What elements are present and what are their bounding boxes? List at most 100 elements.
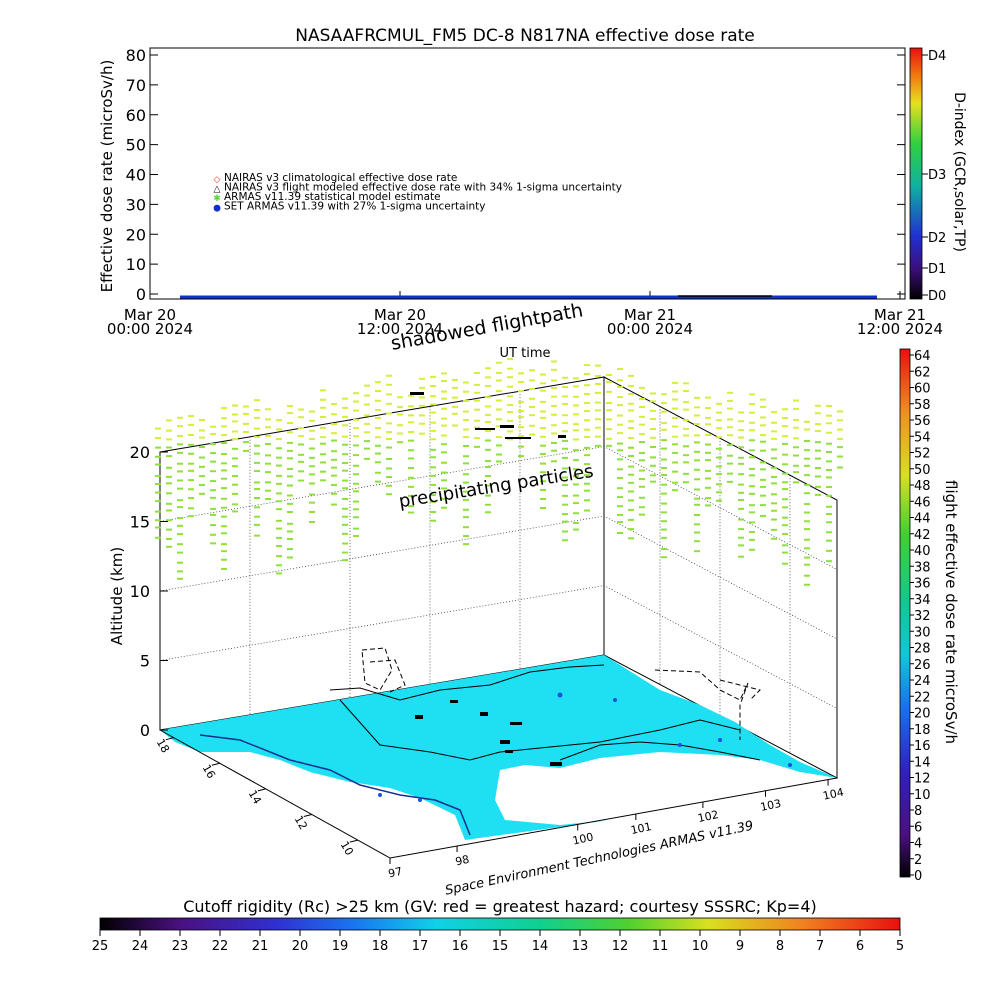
legend-text: NAIRAS v3 flight modeled effective dose … xyxy=(224,182,622,194)
cyan-region xyxy=(160,655,837,840)
longitude-tick-label: 100 xyxy=(571,830,594,847)
dose-rate-tick-label: 20 xyxy=(914,707,931,722)
cutoff-rigidity-tick-label: 14 xyxy=(532,939,549,954)
latitude-tick xyxy=(257,788,266,792)
cutoff-rigidity-tick-label: 11 xyxy=(652,939,669,954)
legend-symbol: ◇ xyxy=(214,175,221,185)
top-x-tick-label-date: Mar 21 xyxy=(624,306,676,324)
dose-rate-tick-label: 24 xyxy=(914,674,931,689)
cutoff-rigidity-tick-label: 20 xyxy=(292,939,309,954)
dose-rate-tick-label: 26 xyxy=(914,658,931,673)
cutoff-rigidity-tick-label: 13 xyxy=(572,939,589,954)
altitude-tick-label: 20 xyxy=(130,443,150,462)
dose-rate-tick-label: 4 xyxy=(914,837,922,852)
dose-rate-tick-label: 14 xyxy=(914,755,931,770)
top-y-axis-label: Effective dose rate (microSv/h) xyxy=(98,60,116,293)
cutoff-rigidity-tick-label: 15 xyxy=(492,939,509,954)
cutoff-rigidity-colorbar xyxy=(99,917,901,931)
grid-altitude-line xyxy=(159,515,838,640)
dindex-ticks: D4 D3 D2 D1 D0 xyxy=(922,49,946,304)
cutoff-rigidity-tick-label: 8 xyxy=(776,939,784,954)
cutoff-rigidity-title: Cutoff rigidity (Rc) >25 km (GV: red = g… xyxy=(183,897,817,916)
cutoff-rigidity-tick-label: 6 xyxy=(856,939,864,954)
altitude-tick-label: 0 xyxy=(140,721,150,740)
cutoff-rigidity-tick-label: 7 xyxy=(816,939,824,954)
dose-rate-tick-label: 22 xyxy=(914,690,931,705)
dose-rate-tick-label: 2 xyxy=(914,853,922,868)
top-series xyxy=(180,295,877,299)
dose-rate-tick-label: 16 xyxy=(914,739,931,754)
grid-altitude-line xyxy=(159,446,838,570)
flightpath-shadow xyxy=(361,647,761,740)
latitude-tick xyxy=(165,737,174,741)
dindex-tick-label: D3 xyxy=(928,168,946,183)
cutoff-rigidity-ticks: 25 24 23 22 21 20 19 18 17 16 15 14 13 12 11 10 9 8 7 6 5 xyxy=(92,930,904,954)
grid-3d xyxy=(159,376,838,754)
altitude-tick-label: 5 xyxy=(140,652,150,671)
dose-rate-tick-label: 52 xyxy=(914,447,931,462)
particle-field xyxy=(155,357,843,586)
top-x-tick-label-date: Mar 20 xyxy=(374,306,426,324)
latitude-tick-label: 16 xyxy=(200,762,218,781)
coastline xyxy=(199,734,471,836)
cutoff-rigidity-tick-label: 16 xyxy=(452,939,469,954)
cutoff-rigidity-tick-label: 25 xyxy=(92,939,109,954)
longitude-tick-label: 103 xyxy=(759,797,782,814)
dose-rate-tick-label: 46 xyxy=(914,495,931,510)
dose-rate-colorbar-ticks: 6462605856545250484644424038363432302826… xyxy=(910,349,931,884)
dose-rate-tick-label: 58 xyxy=(914,398,931,413)
dose-rate-tick-label: 0 xyxy=(914,869,922,884)
cutoff-rigidity-tick-label: 18 xyxy=(372,939,389,954)
dose-rate-tick-label: 10 xyxy=(914,788,931,803)
dose-rate-tick-label: 62 xyxy=(914,365,931,380)
dose-rate-tick-label: 44 xyxy=(914,512,931,527)
dose-rate-tick-label: 38 xyxy=(914,560,931,575)
top-y-ticks: 0 10 20 30 40 50 60 70 80 xyxy=(126,46,905,304)
dose-rate-tick-label: 8 xyxy=(914,804,922,819)
dose-rate-tick-label: 48 xyxy=(914,479,931,494)
legend-text: SET ARMAS v11.39 with 27% 1-sigma uncert… xyxy=(224,201,486,213)
latitude-tick-label: 10 xyxy=(338,839,356,858)
altitude-axis-label: Altitude (km) xyxy=(108,547,126,645)
latitude-tick-label: 18 xyxy=(154,737,172,756)
latitude-tick-label: 12 xyxy=(292,813,310,832)
top-y-tick-label: 30 xyxy=(126,195,146,214)
dose-rate-tick-label: 50 xyxy=(914,463,931,478)
legend-symbol: ✱ xyxy=(213,194,221,204)
top-x-tick-label-time: 00:00 2024 xyxy=(107,320,193,338)
altitude-tick-label: 10 xyxy=(130,582,150,601)
legend-symbol: ● xyxy=(213,204,221,214)
latitude-tick xyxy=(303,813,312,817)
dindex-tick-label: D1 xyxy=(928,262,946,277)
top-y-tick-label: 40 xyxy=(126,166,146,185)
flight-track-marks xyxy=(410,392,566,439)
dindex-colorbar xyxy=(909,47,923,300)
latitude-tick-label: 14 xyxy=(246,788,264,807)
cutoff-rigidity-tick-label: 24 xyxy=(132,939,149,954)
top-x-tick-label-time: 00:00 2024 xyxy=(607,320,693,338)
longitude-tick-label: 98 xyxy=(454,853,470,869)
cutoff-rigidity-tick-label: 12 xyxy=(612,939,629,954)
dose-rate-tick-label: 54 xyxy=(914,430,931,445)
dose-rate-tick-label: 32 xyxy=(914,609,931,624)
legend-text: NAIRAS v3 climatological effective dose … xyxy=(224,172,457,184)
border-line xyxy=(329,664,605,701)
dindex-tick-label: D2 xyxy=(928,231,946,246)
dose-rate-tick-label: 30 xyxy=(914,625,931,640)
top-y-tick-label: 60 xyxy=(126,106,146,125)
dose-rate-tick-label: 60 xyxy=(914,382,931,397)
latitude-ticks: 18 16 14 12 10 xyxy=(154,737,358,858)
grid-altitude-line xyxy=(159,376,838,501)
dose-rate-tick-label: 28 xyxy=(914,642,931,657)
latitude-tick xyxy=(211,762,220,766)
map-blue-dots xyxy=(378,692,792,802)
border-line-3 xyxy=(559,741,761,761)
dose-rate-tick-label: 6 xyxy=(914,820,922,835)
top-y-tick-label: 20 xyxy=(126,225,146,244)
cutoff-rigidity-tick-label: 22 xyxy=(212,939,229,954)
top-y-tick-label: 0 xyxy=(136,285,146,304)
map-black-marks xyxy=(415,700,562,766)
dose-rate-tick-label: 12 xyxy=(914,772,931,787)
